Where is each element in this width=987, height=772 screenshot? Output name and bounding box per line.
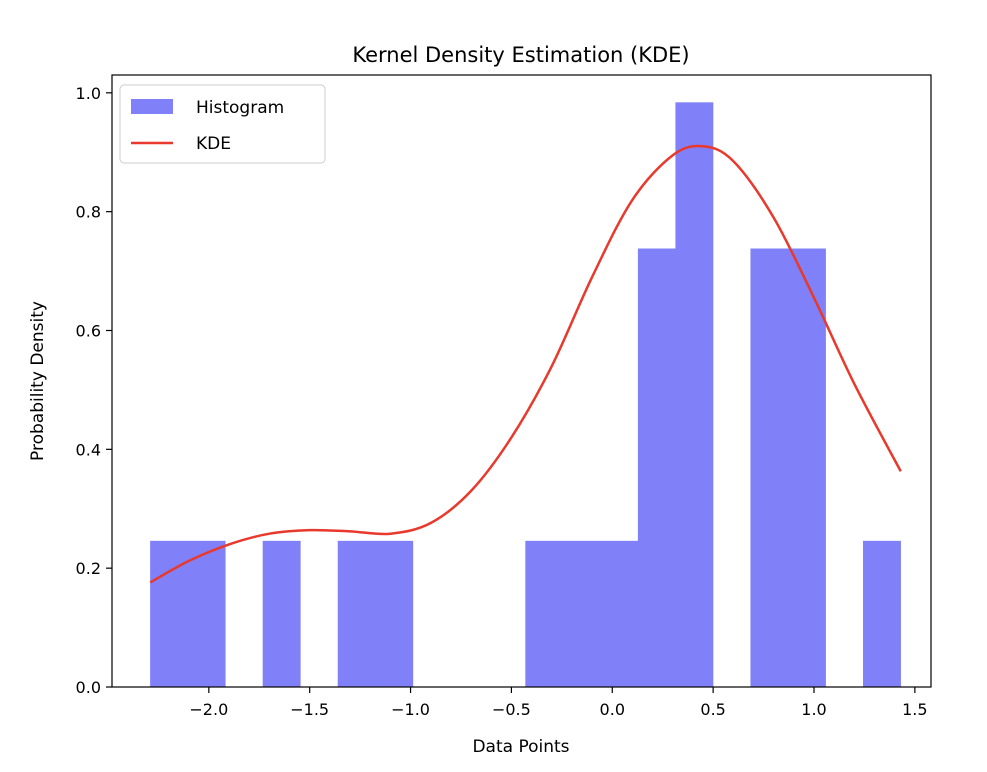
legend-kde-label: KDE	[196, 134, 231, 154]
histogram-bar	[750, 248, 789, 687]
kde-line-layer	[149, 144, 902, 584]
x-axis-ticks: −2.0 −1.5 −1.0 −0.5 0.0 0.5 1.0 1.5	[189, 687, 928, 719]
histogram-bar	[375, 540, 414, 687]
legend: Histogram KDE	[119, 84, 326, 164]
histogram-bar	[262, 540, 301, 687]
histogram-bar	[562, 540, 601, 687]
x-tick-label: −1.0	[391, 700, 430, 719]
x-tick-label: 1.0	[801, 700, 826, 719]
kde-line	[149, 144, 902, 584]
x-tick-label: 0.0	[600, 700, 625, 719]
histogram-bar	[787, 248, 826, 687]
x-tick-label: −1.5	[290, 700, 329, 719]
plot-frame	[111, 74, 932, 688]
y-tick-label: 0.2	[76, 559, 101, 578]
x-tick-label: 1.5	[902, 700, 927, 719]
y-axis-label: Probability Density	[28, 301, 48, 461]
x-tick-label: 0.5	[700, 700, 725, 719]
x-tick-label: −2.0	[189, 700, 228, 719]
legend-histogram-label: Histogram	[196, 98, 284, 118]
histogram-bar	[863, 540, 901, 687]
y-tick-label: 0.8	[76, 203, 101, 222]
y-tick-label: 0.0	[76, 678, 101, 697]
histogram-bar	[600, 540, 639, 687]
histogram-bar	[337, 540, 376, 687]
y-tick-label: 0.6	[76, 321, 101, 340]
histogram-bar	[525, 540, 564, 687]
histogram-bar	[187, 540, 226, 687]
chart-title: Kernel Density Estimation (KDE)	[352, 43, 689, 67]
histogram-bar	[150, 540, 189, 687]
histogram-bar	[675, 102, 714, 688]
y-axis-ticks: 0.0 0.2 0.4 0.6 0.8 1.0	[76, 84, 112, 697]
legend-histogram-swatch	[131, 99, 173, 114]
y-tick-label: 0.4	[76, 440, 101, 459]
y-tick-label: 1.0	[76, 84, 101, 103]
x-axis-label: Data Points	[472, 737, 569, 757]
histogram-bar	[637, 248, 676, 687]
x-tick-label: −0.5	[492, 700, 531, 719]
